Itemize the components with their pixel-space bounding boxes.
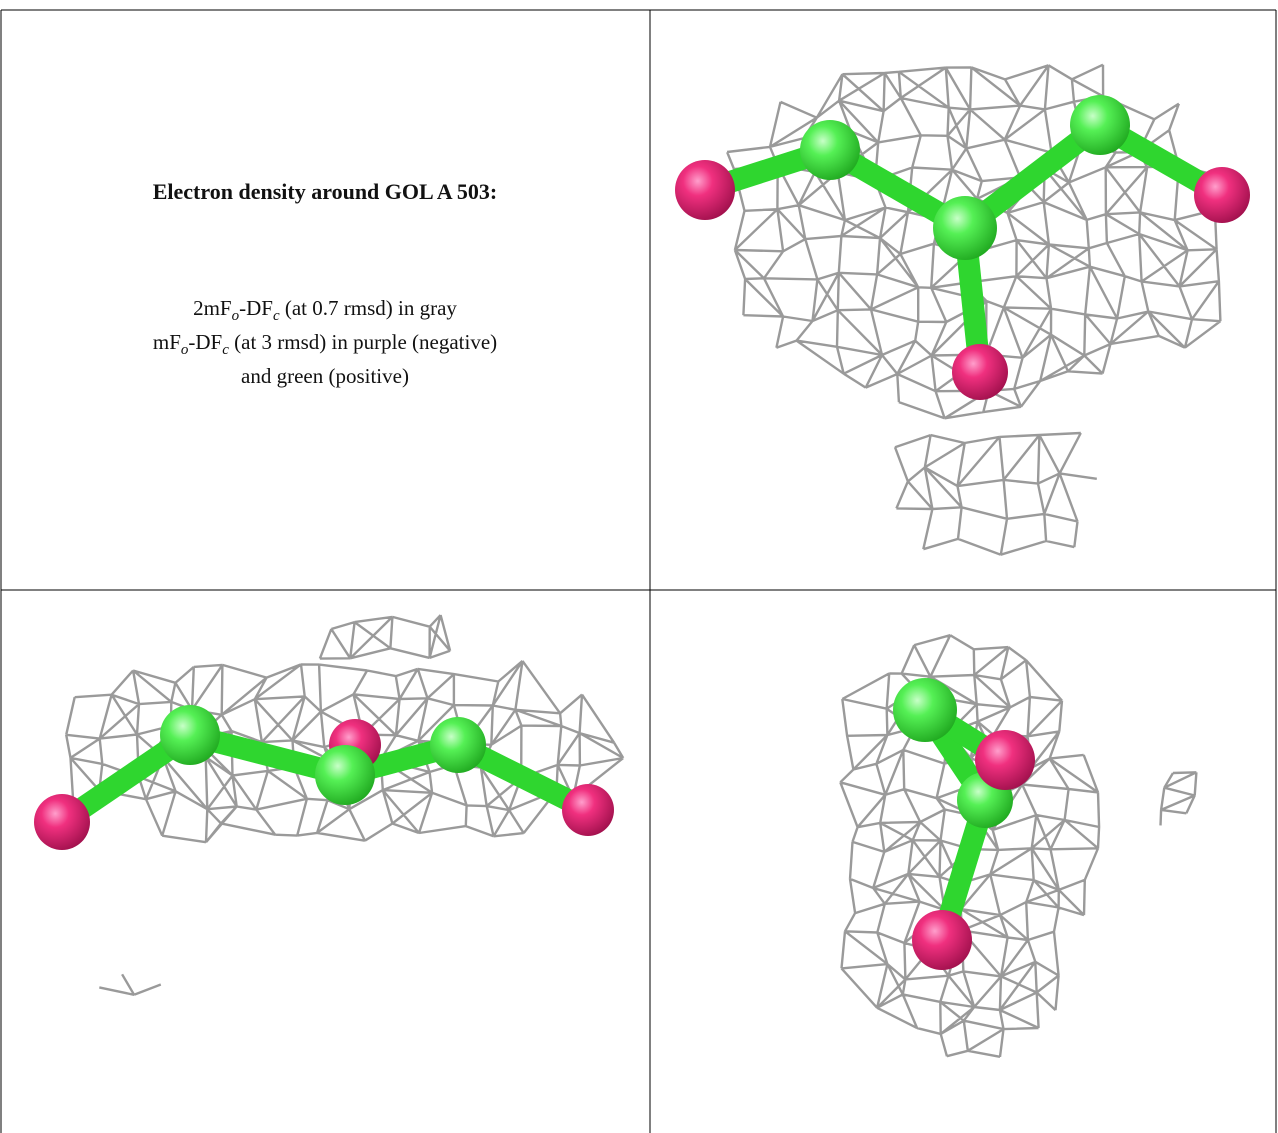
caption-line: 2mFo-DFc (at 0.7 rmsd) in gray (2, 291, 648, 325)
atom (34, 794, 90, 850)
atom (675, 160, 735, 220)
atom (562, 784, 614, 836)
mesh (1159, 771, 1198, 826)
caption-text: 2mF (193, 296, 232, 320)
atom (893, 678, 957, 742)
atoms (34, 95, 1250, 970)
atom (430, 717, 486, 773)
table-grid (0, 9, 1277, 1133)
subscript: c (222, 342, 229, 358)
subscript: o (231, 308, 240, 324)
subscript: c (272, 308, 280, 324)
atom (800, 120, 860, 180)
mesh (99, 973, 162, 996)
mesh (893, 431, 1097, 556)
atom (1194, 167, 1250, 223)
title: Electron density around GOL A 503: (152, 179, 498, 204)
caption-text: -DF (188, 330, 223, 354)
caption-text: (at 0.7 rmsd) in gray (279, 296, 457, 320)
atom (160, 705, 220, 765)
atom (952, 344, 1008, 400)
mesh (318, 614, 452, 660)
subscript: o (180, 342, 189, 358)
caption-text: and green (positive) (241, 364, 409, 388)
caption-text: mF (152, 330, 181, 354)
caption-text: (at 3 rmsd) in purple (negative) (228, 330, 498, 354)
atom (1070, 95, 1130, 155)
caption-line: mFo-DFc (at 3 rmsd) in purple (negative) (2, 325, 648, 359)
atom (315, 745, 375, 805)
caption-line: and green (positive) (2, 359, 648, 393)
caption-text: -DF (239, 296, 273, 320)
atom (933, 196, 997, 260)
caption: 2mFo-DFc (at 0.7 rmsd) in gray mFo-DFc (a… (2, 291, 648, 393)
atom (912, 910, 972, 970)
atom (975, 730, 1035, 790)
text-cell: Electron density around GOL A 503: 2mFo-… (2, 11, 648, 589)
